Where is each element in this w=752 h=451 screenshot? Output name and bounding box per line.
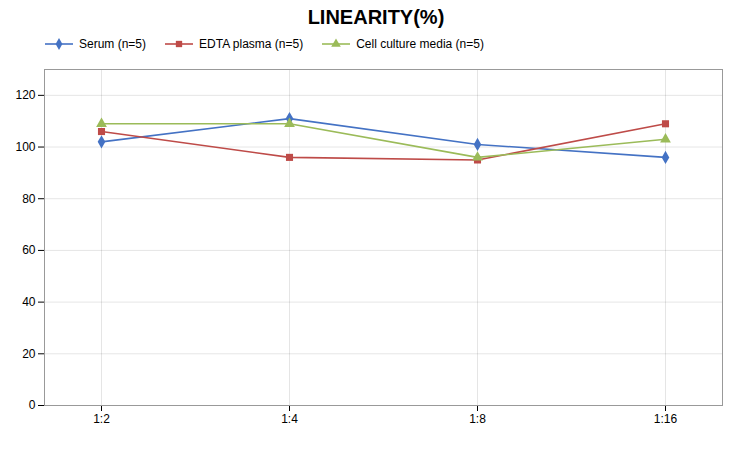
svg-text:100: 100: [15, 140, 35, 154]
html-text:Serum (n=5): Serum (n=5): [79, 37, 146, 51]
svg-text:40: 40: [22, 295, 36, 309]
html-text:EDTA plasma (n=5): EDTA plasma (n=5): [199, 37, 304, 51]
svg-text:1:8: 1:8: [469, 412, 486, 426]
svg-text:20: 20: [22, 347, 36, 361]
svg-text:80: 80: [22, 192, 36, 206]
svg-text:0: 0: [29, 398, 36, 412]
svg-text:1:4: 1:4: [281, 412, 298, 426]
svg-text:1:2: 1:2: [93, 412, 110, 426]
svg-text:1:16: 1:16: [654, 412, 678, 426]
html-text:Cell culture media (n=5): Cell culture media (n=5): [356, 37, 484, 51]
svg-text:120: 120: [15, 88, 35, 102]
svg-text:60: 60: [22, 243, 36, 257]
html-text:LINEARITY(%): LINEARITY(%): [307, 6, 445, 28]
